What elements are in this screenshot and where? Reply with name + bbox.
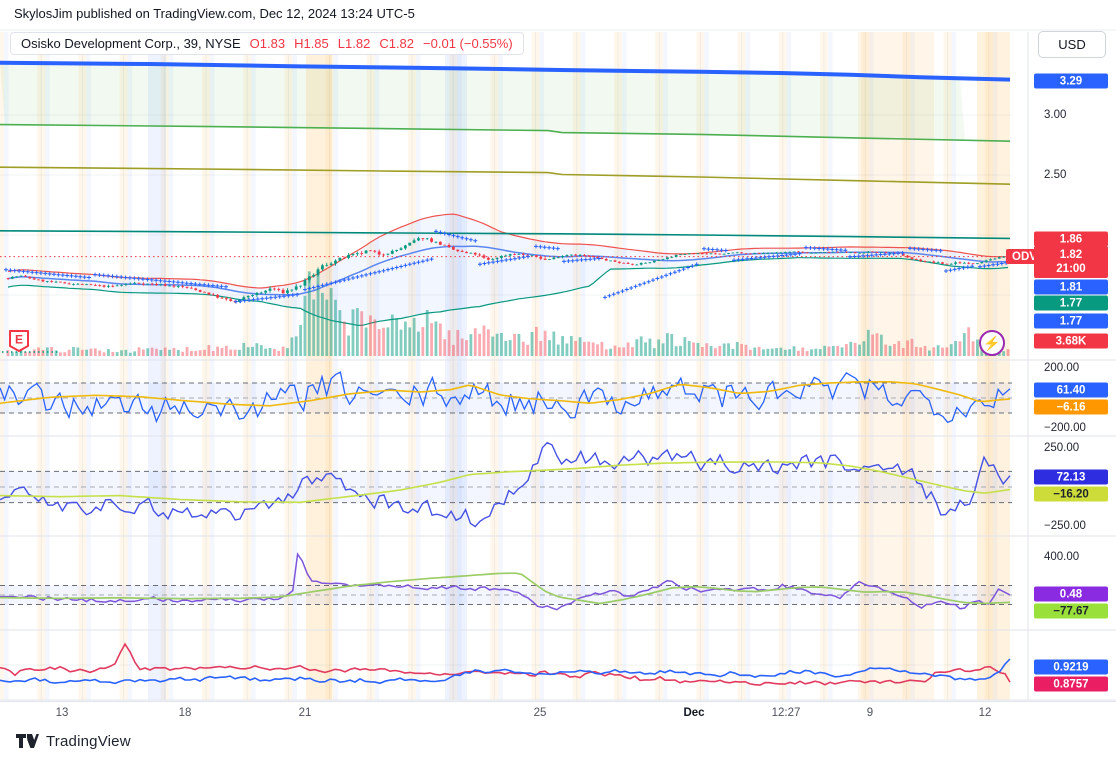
indicator-value-chip: −6.16 xyxy=(1034,399,1108,415)
indicator-value-chip: 0.48 xyxy=(1034,586,1108,602)
indicator-value-chip: 72.13 xyxy=(1034,469,1108,485)
ohlc-open: O1.83 xyxy=(249,36,286,51)
currency-button[interactable]: USD xyxy=(1038,31,1106,58)
indicator-tick: −200.00 xyxy=(1044,422,1086,434)
oscillator-1-slow-line xyxy=(0,381,1011,407)
bar-countdown: 21:00 xyxy=(1056,263,1086,275)
indicator-value-chip: 0.8757 xyxy=(1034,676,1108,692)
time-label: Dec xyxy=(683,707,705,719)
ohlc-low: L1.82 xyxy=(337,36,371,51)
symbol-price-tag: ODV xyxy=(1006,249,1043,264)
oscillator-2-fast-line xyxy=(0,441,1011,528)
price-tick: 3.00 xyxy=(1044,109,1067,121)
time-label: 21 xyxy=(298,707,312,719)
time-label: 9 xyxy=(866,707,874,719)
symbol-legend: Osisko Development Corp., 39, NYSE O1.83… xyxy=(10,32,524,55)
indicator-tick: 250.00 xyxy=(1044,442,1080,454)
correlation-crimson-line xyxy=(0,642,1011,686)
flash-boost-button[interactable]: ⚡ xyxy=(979,330,1005,356)
price-line-chip: 1.81 xyxy=(1034,279,1108,295)
green-level xyxy=(0,123,1011,142)
price-line-chip: 3.29 xyxy=(1034,73,1108,89)
price-line-chip: 1.77 xyxy=(1034,295,1108,311)
time-label: 12:27 xyxy=(771,707,801,719)
indicator-value-chip: 61.40 xyxy=(1034,382,1108,398)
upper-blue-ma xyxy=(0,60,1011,82)
oscillator-3-slow-line xyxy=(0,572,1011,605)
indicator-tick: 400.00 xyxy=(1044,551,1080,563)
tradingview-brand: TradingView xyxy=(46,733,131,750)
ohlc-high: H1.85 xyxy=(294,36,329,51)
indicator-value-chip: 0.9219 xyxy=(1034,659,1108,675)
price-line-chip: 1.77 xyxy=(1034,313,1108,329)
time-label: 18 xyxy=(178,707,192,719)
price-line-chip: 1.86 xyxy=(1034,231,1108,247)
time-label: 12 xyxy=(978,707,992,719)
chart-canvas[interactable] xyxy=(0,0,1116,728)
change-value: −0.01 (−0.55%) xyxy=(423,36,513,51)
tradingview-footer[interactable]: TradingView xyxy=(16,733,131,750)
time-axis[interactable] xyxy=(0,701,1116,729)
olive-level xyxy=(0,166,1011,185)
teal-level xyxy=(0,230,1011,240)
tradingview-logo-icon xyxy=(16,734,39,748)
last-price-chip: 1.82 21:00 xyxy=(1034,246,1108,278)
earnings-badge[interactable]: E xyxy=(8,329,30,353)
indicator-value-chip: −77.67 xyxy=(1034,603,1108,619)
lightning-icon: ⚡ xyxy=(983,334,1001,351)
publisher-line: SkylosJim published on TradingView.com, … xyxy=(14,6,415,21)
price-tick: 2.50 xyxy=(1044,169,1067,181)
indicator-value-chip: −16.20 xyxy=(1034,486,1108,502)
symbol-title[interactable]: Osisko Development Corp., 39, NYSE xyxy=(21,36,241,51)
indicator-tick: −250.00 xyxy=(1044,520,1086,532)
time-label: 13 xyxy=(55,707,69,719)
svg-text:E: E xyxy=(15,333,23,347)
indicator-tick: 200.00 xyxy=(1044,362,1080,374)
last-price: 1.82 xyxy=(1059,249,1083,261)
price-line-chip: 3.68K xyxy=(1034,333,1108,349)
oscillator-2-slow-line xyxy=(0,461,1011,504)
ohlc-close: C1.82 xyxy=(379,36,415,51)
time-label: 25 xyxy=(533,707,547,719)
correlation-blue-line xyxy=(0,658,1011,685)
